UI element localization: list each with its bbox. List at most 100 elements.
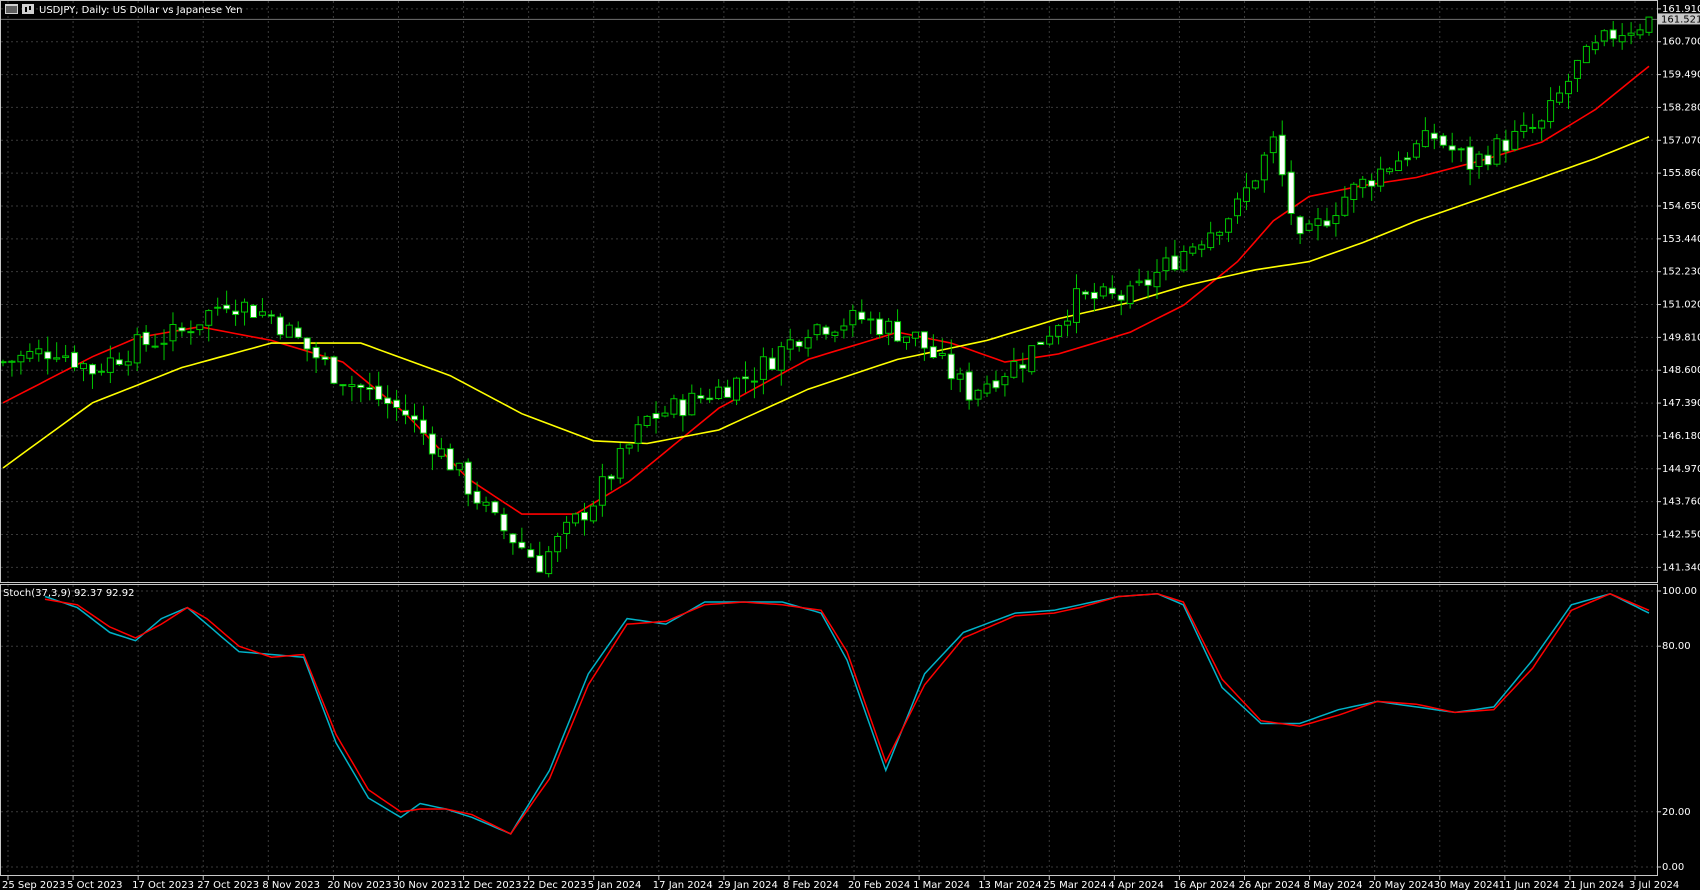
bear-candle bbox=[768, 357, 776, 370]
bear-candle bbox=[267, 314, 275, 317]
chart-header: USDJPY, Daily: US Dollar vs Japanese Yen bbox=[5, 4, 243, 16]
time-tick-label: 16 Apr 2024 bbox=[1173, 880, 1235, 890]
symbol-title: USDJPY, Daily: US Dollar vs Japanese Yen bbox=[39, 5, 243, 16]
bear-candle bbox=[795, 341, 803, 347]
time-tick-label: 25 Sep 2023 bbox=[2, 880, 65, 890]
bear-candle bbox=[536, 555, 544, 573]
bear-candle bbox=[1090, 291, 1098, 300]
bear-candle bbox=[858, 311, 866, 321]
bear-candle bbox=[652, 413, 660, 419]
bear-candle bbox=[1144, 279, 1152, 286]
bear-candle bbox=[303, 337, 311, 350]
price-tick-label: 149.810 bbox=[1662, 332, 1700, 343]
time-tick-label: 25 Mar 2024 bbox=[1043, 880, 1106, 890]
stoch-main-line bbox=[44, 593, 1650, 835]
bull-candle bbox=[1395, 160, 1403, 172]
bull-candle bbox=[1269, 136, 1277, 154]
price-tick-label: 153.440 bbox=[1662, 234, 1700, 245]
candlestick-icon[interactable] bbox=[22, 4, 34, 14]
time-tick-label: 20 Nov 2023 bbox=[327, 880, 391, 890]
bull-candle bbox=[688, 392, 696, 416]
current-price-tag: 161.521 bbox=[1658, 13, 1700, 25]
bull-candle bbox=[545, 551, 553, 575]
bull-candle bbox=[983, 383, 991, 394]
bull-candle bbox=[258, 311, 266, 316]
bull-candle bbox=[1072, 288, 1080, 323]
bear-candle bbox=[375, 385, 383, 400]
time-tick-label: 30 Nov 2023 bbox=[392, 880, 456, 890]
bull-candle bbox=[35, 348, 43, 355]
bear-candle bbox=[312, 346, 320, 359]
bull-candle bbox=[1538, 120, 1546, 129]
bear-candle bbox=[44, 351, 52, 360]
bear-candle bbox=[1430, 132, 1438, 140]
time-tick-label: 29 Jan 2024 bbox=[718, 880, 778, 890]
moving-averages bbox=[2, 65, 1650, 515]
price-tick-label: 154.650 bbox=[1662, 201, 1700, 212]
bull-candle bbox=[1618, 35, 1626, 43]
bull-candle bbox=[670, 398, 678, 415]
ma-slow-line bbox=[2, 135, 1650, 469]
chart-window-icon[interactable] bbox=[5, 4, 18, 14]
bull-candle bbox=[938, 352, 946, 356]
price-tick-label: 158.280 bbox=[1662, 102, 1700, 113]
bull-candle bbox=[241, 301, 249, 313]
bull-candle bbox=[831, 331, 839, 336]
bull-candle bbox=[1305, 223, 1313, 231]
stoch-axis: 100.00 80.00 20.00 0.00 bbox=[1657, 586, 1697, 873]
bear-candle bbox=[580, 511, 588, 521]
stoch-signal-line bbox=[44, 592, 1650, 835]
bull-candle bbox=[196, 324, 204, 331]
bear-candle bbox=[473, 490, 481, 504]
price-axis: 161.910 160.700 159.490 158.280 157.070 155.8… bbox=[1657, 4, 1700, 573]
bull-candle bbox=[62, 355, 70, 358]
bull-candle bbox=[1421, 130, 1429, 148]
price-tick-label: 144.970 bbox=[1662, 464, 1700, 475]
bear-candle bbox=[1448, 145, 1456, 151]
bull-candle bbox=[867, 318, 875, 321]
bull-candle bbox=[80, 363, 88, 370]
bear-candle bbox=[1609, 29, 1617, 40]
bear-candle bbox=[992, 380, 1000, 389]
bear-candle bbox=[142, 331, 150, 346]
bull-candle bbox=[1547, 100, 1555, 123]
time-tick-label: 17 Jan 2024 bbox=[653, 880, 713, 890]
time-tick-label: 22 Dec 2023 bbox=[523, 880, 587, 890]
bear-candle bbox=[491, 501, 499, 514]
price-tick-label: 142.550 bbox=[1662, 529, 1700, 540]
bull-candle bbox=[1099, 286, 1107, 297]
time-tick-label: 26 Apr 2024 bbox=[1239, 880, 1301, 890]
price-tick-label: 160.700 bbox=[1662, 37, 1700, 48]
bear-candle bbox=[88, 364, 96, 375]
bear-candle bbox=[965, 371, 973, 401]
bull-candle bbox=[1493, 138, 1501, 165]
bull-candle bbox=[1055, 325, 1063, 337]
bear-candle bbox=[357, 384, 365, 389]
bear-candle bbox=[527, 549, 535, 558]
bull-candle bbox=[1582, 45, 1590, 64]
time-tick-label: 11 Jun 2024 bbox=[1499, 880, 1559, 890]
price-tick-label: 147.390 bbox=[1662, 398, 1700, 409]
bull-candle bbox=[1573, 59, 1581, 79]
bear-candle bbox=[518, 541, 526, 549]
bear-candle bbox=[411, 415, 418, 421]
bull-candle bbox=[1314, 218, 1322, 226]
bull-candle bbox=[759, 356, 767, 380]
bear-candle bbox=[330, 356, 338, 384]
bull-candle bbox=[1189, 246, 1197, 254]
price-tick-label: 152.230 bbox=[1662, 267, 1700, 278]
time-tick-label: 20 May 2024 bbox=[1369, 880, 1434, 890]
bear-candle bbox=[1108, 287, 1116, 295]
bull-candle bbox=[348, 384, 356, 388]
main-chart-frame bbox=[0, 0, 1658, 583]
bull-candle bbox=[1162, 257, 1170, 272]
bear-candle bbox=[1081, 291, 1089, 295]
stoch-tick-label: 100.00 bbox=[1662, 586, 1697, 597]
bear-candle bbox=[402, 409, 410, 416]
bear-candle bbox=[428, 433, 436, 455]
bull-candle bbox=[1564, 80, 1572, 95]
bull-candle bbox=[956, 373, 964, 380]
bear-candle bbox=[876, 318, 884, 336]
bull-candle bbox=[572, 513, 580, 524]
